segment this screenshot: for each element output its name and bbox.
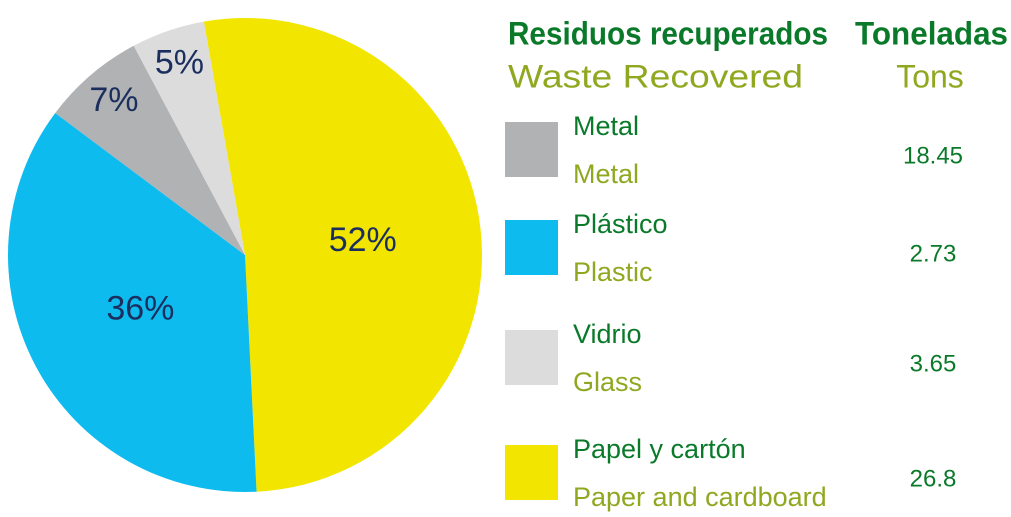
legend-label: Vidrio (573, 319, 642, 349)
slice-label: 36% (106, 290, 174, 328)
legend-title: Residuos recuperados (508, 15, 828, 51)
slice-label: 5% (155, 44, 204, 82)
legend-label-en: Plastic (573, 257, 653, 287)
tons-value: 2.73 (910, 240, 957, 267)
legend-label: Papel y cartón (573, 434, 746, 464)
tons-value: 26.8 (910, 465, 957, 492)
legend-subtitle: Waste Recovered (508, 58, 803, 94)
value-subtitle: Tons (896, 58, 964, 94)
legend-swatch (505, 330, 558, 385)
pie-slice (55, 45, 245, 255)
legend-swatch (505, 122, 558, 177)
pie-slice (7, 113, 257, 493)
pie-slice (203, 17, 483, 492)
pie-slice (133, 21, 245, 256)
legend-label: Metal (573, 111, 639, 141)
legend-label-en: Glass (573, 367, 642, 397)
slice-label: 52% (329, 221, 397, 259)
tons-value: 3.65 (910, 350, 957, 377)
legend-label: Plástico (573, 209, 668, 239)
slice-label: 7% (89, 81, 138, 119)
legend-label-en: Paper and cardboard (573, 482, 827, 512)
tons-value: 18.45 (903, 142, 963, 169)
legend-swatch (505, 445, 558, 500)
legend-swatch (505, 220, 558, 275)
value-title: Toneladas (855, 15, 1008, 51)
legend-label-en: Metal (573, 159, 639, 189)
